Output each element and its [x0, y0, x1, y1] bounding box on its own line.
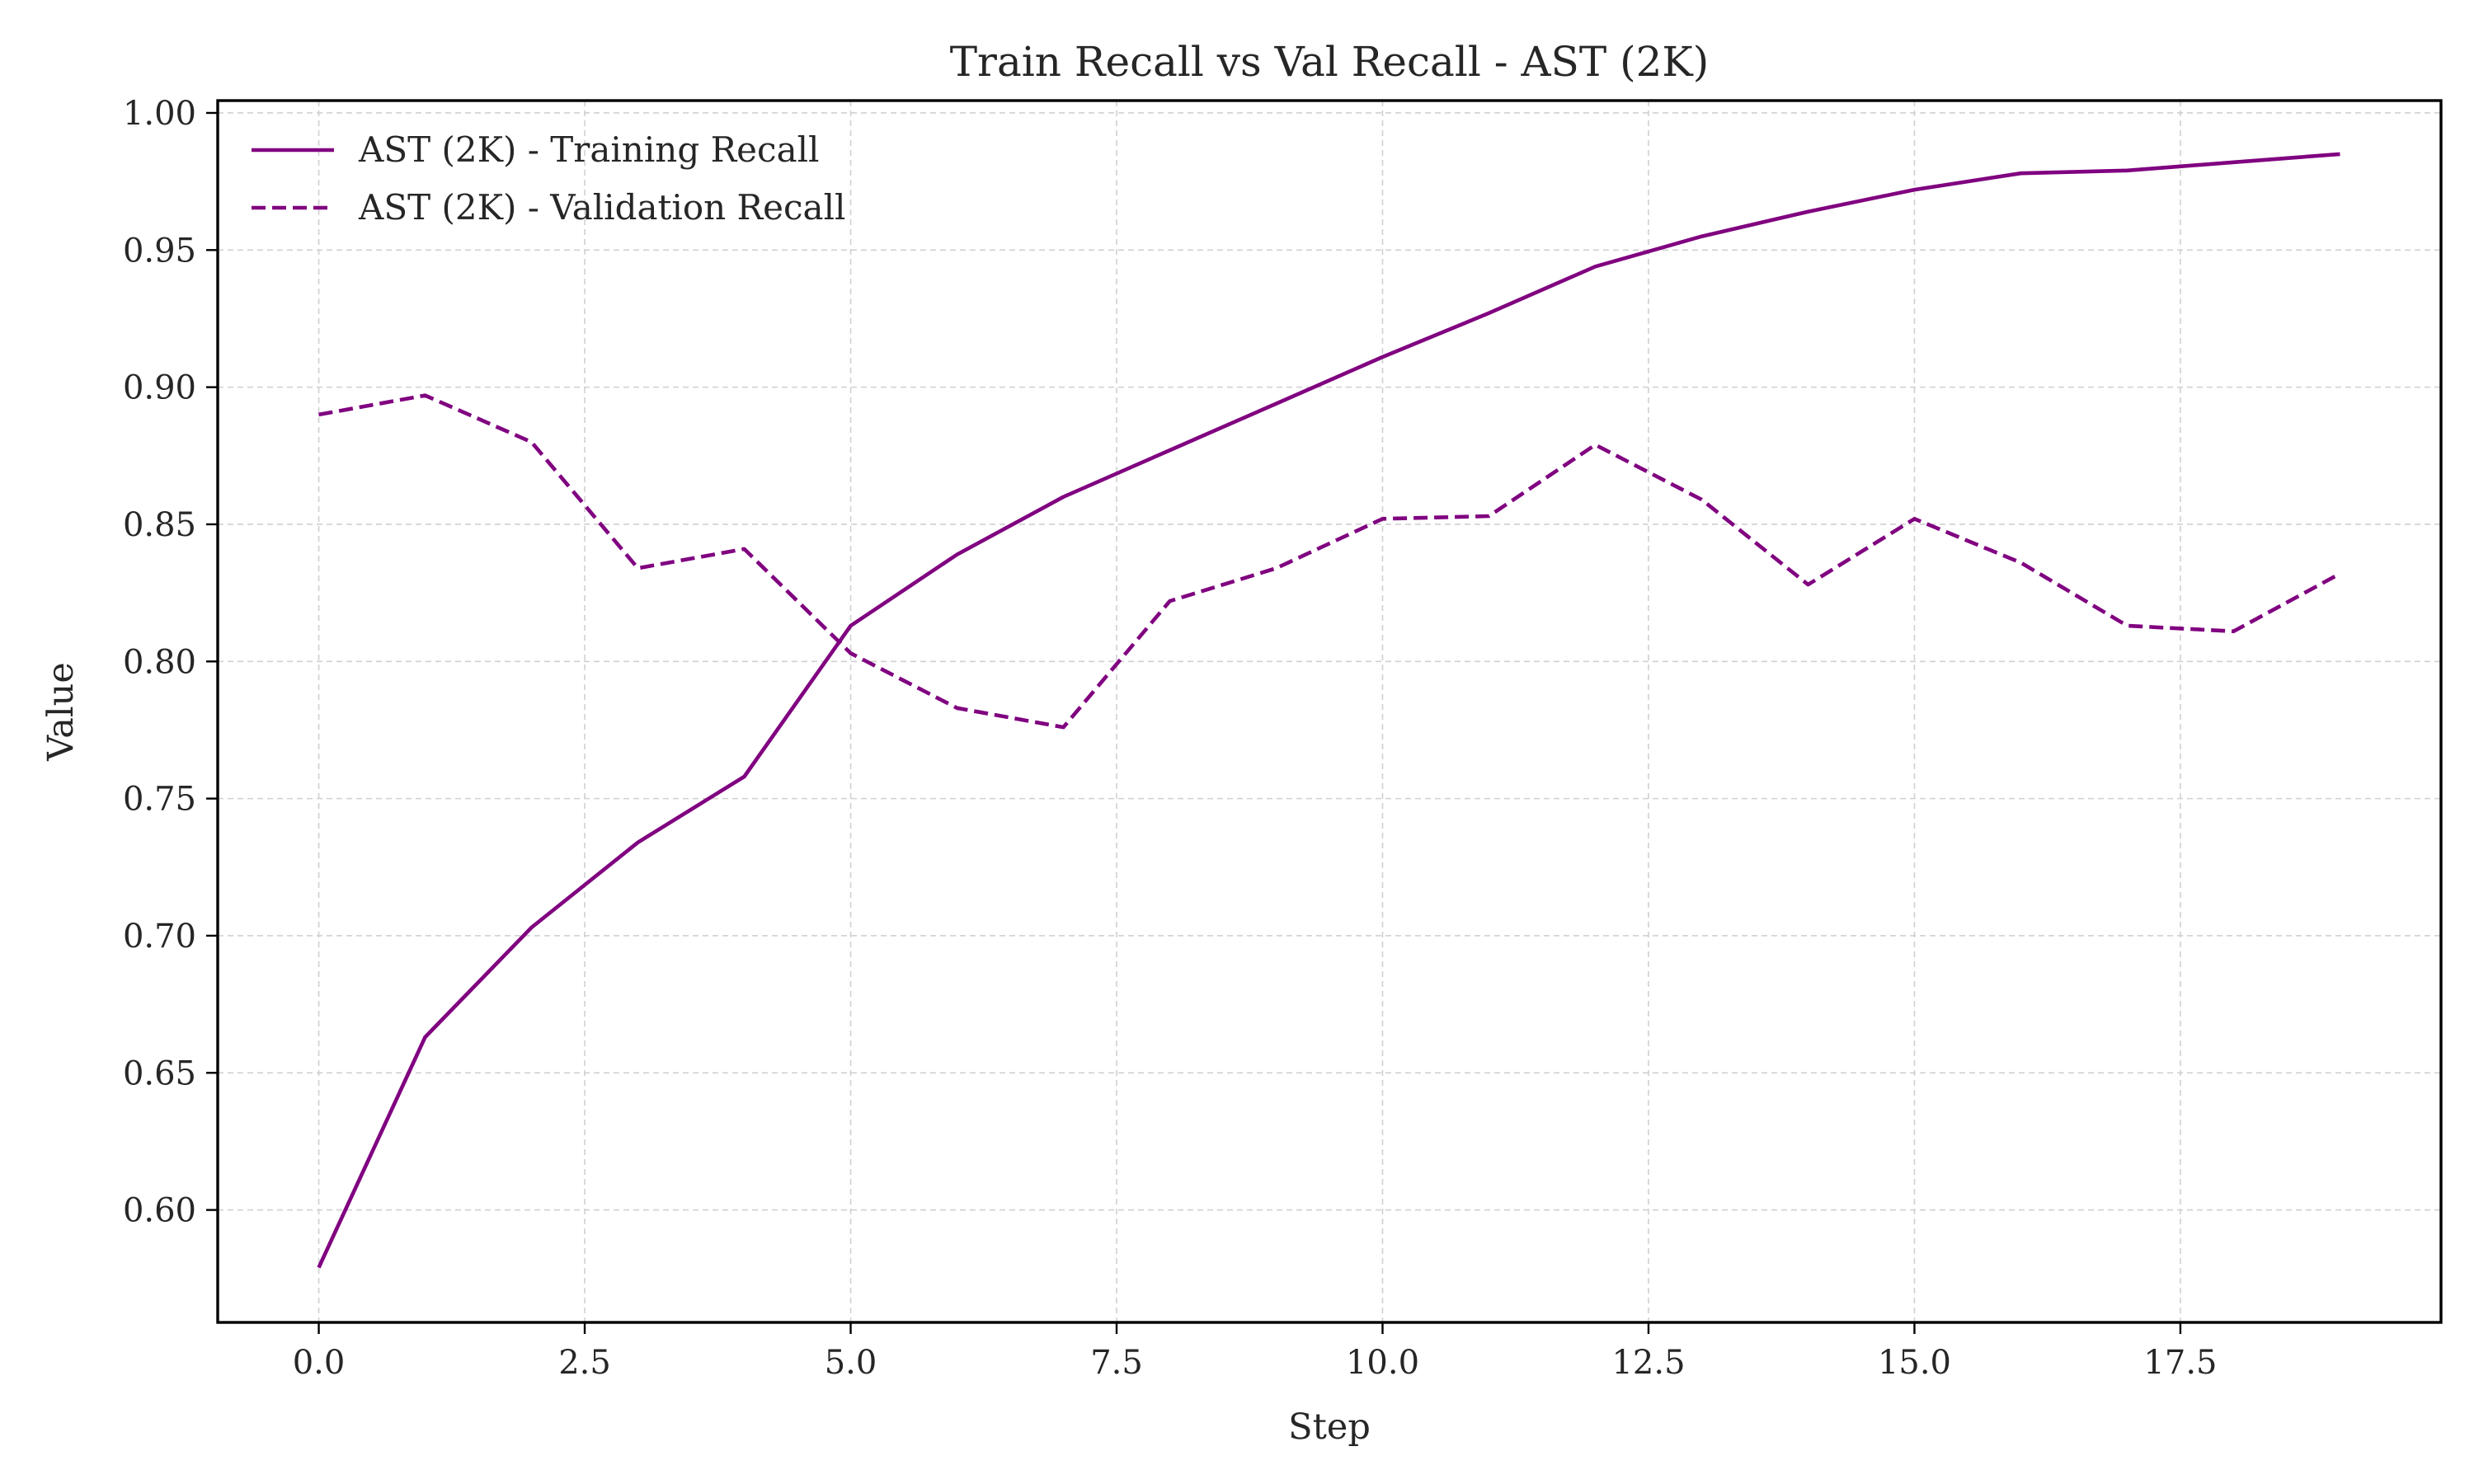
y-tick-label: 0.80	[123, 643, 196, 681]
x-tick-label: 12.5	[1611, 1344, 1685, 1382]
x-axis-label: Step	[1288, 1407, 1371, 1448]
legend-label-training: AST (2K) - Training Recall	[358, 129, 819, 170]
y-tick-label: 0.90	[123, 369, 196, 407]
y-tick-label: 0.75	[123, 781, 196, 819]
x-tick-label: 10.0	[1346, 1344, 1419, 1382]
x-tick-label: 0.0	[293, 1344, 346, 1382]
y-tick-label: 0.65	[123, 1054, 196, 1092]
training-recall-line	[317, 152, 2340, 1269]
x-tick-label: 17.5	[2143, 1344, 2217, 1382]
y-axis-label: Value	[40, 662, 82, 762]
x-tick-label: 5.0	[825, 1344, 877, 1382]
y-tick-label: 0.70	[123, 918, 196, 956]
y-axis-ticks: 0.60 0.65 0.70 0.75 0.80 0.85 0.90 0.95 1.00	[123, 95, 218, 1230]
x-axis-ticks: 0.0 2.5 5.0 7.5 10.0 12.5 15.0 17.5	[293, 1322, 2217, 1382]
chart-title: Train Recall vs Val Recall - AST (2K)	[950, 38, 1710, 86]
series-lines	[317, 152, 2341, 1269]
y-tick-label: 0.60	[123, 1192, 196, 1230]
plot-frame	[216, 99, 2443, 1324]
y-tick-label: 0.85	[123, 506, 196, 544]
x-tick-label: 2.5	[558, 1344, 611, 1382]
legend-label-validation: AST (2K) - Validation Recall	[358, 187, 845, 228]
validation-recall-line	[318, 393, 2341, 730]
x-tick-label: 15.0	[1878, 1344, 1951, 1382]
grid-lines	[218, 101, 2441, 1322]
legend: AST (2K) - Training Recall AST (2K) - Va…	[252, 129, 845, 228]
x-tick-label: 7.5	[1090, 1344, 1143, 1382]
y-tick-label: 0.95	[123, 232, 196, 270]
y-tick-label: 1.00	[123, 95, 196, 133]
